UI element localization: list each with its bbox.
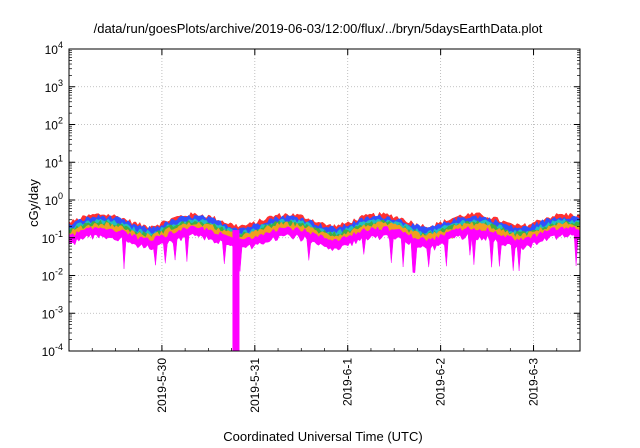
y-tick-exponent: 2 (58, 116, 63, 126)
y-tick-label: 101 (45, 153, 63, 170)
y-tick-base: 10 (42, 270, 56, 284)
y-tick-base: 10 (42, 232, 56, 246)
y-axis-label: cGy/day (26, 179, 41, 227)
x-tick-label: 2019-6-2 (434, 358, 448, 406)
x-axis-label: Coordinated Universal Time (UTC) (223, 429, 422, 444)
y-tick-base: 10 (45, 194, 59, 208)
y-tick-base: 10 (45, 156, 59, 170)
y-tick-label: 10-4 (42, 342, 63, 359)
y-tick-exponent: 4 (58, 40, 63, 50)
y-tick-base: 10 (42, 345, 56, 359)
data-series (68, 211, 581, 351)
y-tick-exponent: -1 (55, 229, 63, 239)
y-tick-base: 10 (42, 307, 56, 321)
y-tick-base: 10 (45, 43, 59, 57)
x-tick-label: 2019-5-30 (155, 358, 169, 413)
x-tick-label: 2019-6-3 (527, 358, 541, 406)
y-tick-label: 102 (45, 116, 63, 133)
y-tick-exponent: 3 (58, 78, 63, 88)
y-tick-label: 103 (45, 78, 63, 95)
y-tick-exponent: -4 (55, 342, 63, 352)
y-tick-base: 10 (45, 81, 59, 95)
chart-title: /data/run/goesPlots/archive/2019-06-03/1… (94, 21, 543, 36)
dropout-spike (232, 230, 240, 351)
y-tick-exponent: 1 (58, 153, 63, 163)
y-tick-label: 10-3 (42, 304, 63, 321)
y-tick-exponent: -3 (55, 304, 63, 314)
y-tick-label: 10-2 (42, 267, 63, 284)
y-tick-label: 10-1 (42, 229, 63, 246)
y-tick-base: 10 (45, 119, 59, 133)
x-axis: 2019-5-30 2019-5-31 2019-6-1 2019-6-2 2019-6… (68, 49, 581, 413)
x-tick-label: 2019-6-1 (341, 358, 355, 406)
y-tick-label: 100 (45, 191, 63, 208)
y-tick-exponent: -2 (55, 267, 63, 277)
y-tick-label: 104 (45, 40, 63, 57)
y-tick-exponent: 0 (58, 191, 63, 201)
x-tick-label: 2019-5-31 (248, 358, 262, 413)
grid-lines (69, 49, 580, 351)
